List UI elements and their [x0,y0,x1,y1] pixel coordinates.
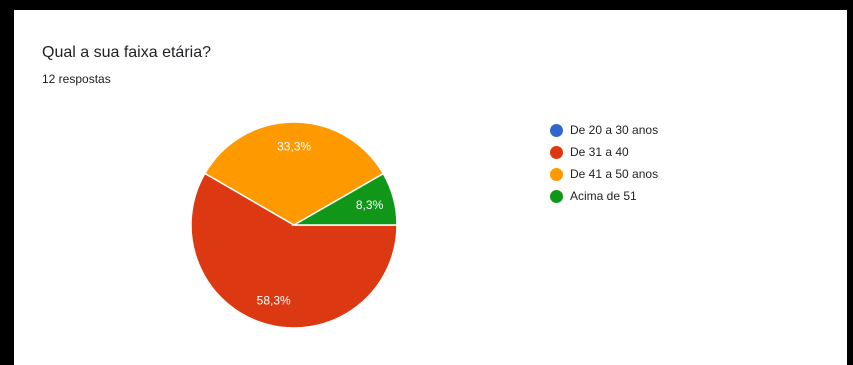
pie-slice-4[interactable] [291,172,398,226]
pie-slice-2[interactable] [190,172,398,329]
pie-chart: 58,3% 33,3% 8,3% [190,121,398,329]
legend-swatch-icon [550,167,563,181]
chart-title: Qual a sua faixa etária? [42,44,211,61]
legend-item-4[interactable]: Acima de 51 [550,185,658,207]
legend-swatch-icon [550,123,563,137]
legend-item-1[interactable]: De 20 a 30 anos [550,119,658,141]
chart-card: Qual a sua faixa etária? 12 respostas 58… [14,10,847,365]
pie-slice-label-3: 33,3% [277,140,311,154]
legend-item-2[interactable]: De 31 a 40 [550,141,658,163]
legend-swatch-icon [550,189,563,203]
legend-label: De 20 a 30 anos [570,123,659,137]
legend-label: De 31 a 40 [570,145,629,159]
legend-item-3[interactable]: De 41 a 50 anos [550,163,658,185]
pie-slice-label-4: 8,3% [356,198,384,212]
legend-swatch-icon [550,145,563,159]
legend-label: De 41 a 50 anos [570,167,659,181]
legend-label: Acima de 51 [570,189,637,203]
chart-legend: De 20 a 30 anos De 31 a 40 De 41 a 50 anos… [550,119,658,207]
response-count: 12 respostas [42,72,111,86]
pie-slice-label-2: 58,3% [257,294,291,308]
